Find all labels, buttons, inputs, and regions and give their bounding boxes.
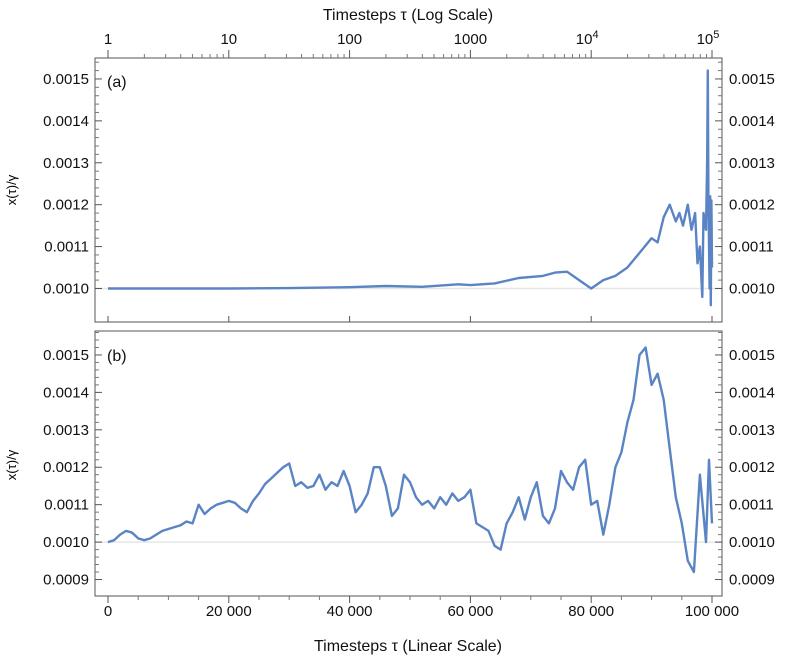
x-tick-label: 105 <box>697 29 720 48</box>
y-tick-label: 0.0012 <box>43 197 89 214</box>
y-tick-label-right: 0.0012 <box>729 197 775 214</box>
panel-a-ylabel: x(τ)/γ <box>4 174 19 205</box>
x-tick-label: 40 000 <box>327 603 373 620</box>
panel-b-ylabel: x(τ)/γ <box>4 449 19 480</box>
x-tick-label: 104 <box>576 29 599 48</box>
plot-frame-b <box>94 330 723 597</box>
y-tick-label-right: 0.0013 <box>729 422 775 439</box>
top-axis-title: Timesteps τ (Log Scale) <box>323 7 493 24</box>
y-tick-label: 0.0013 <box>43 155 89 172</box>
x-tick-label: 100 <box>337 31 362 48</box>
y-tick-label: 0.0011 <box>44 497 89 514</box>
x-tick-label: 1 <box>104 31 112 48</box>
y-tick-label: 0.0010 <box>43 534 89 551</box>
y-tick-label: 0.0011 <box>44 239 89 256</box>
y-tick-label: 0.0009 <box>43 572 89 589</box>
y-tick-label: 0.0015 <box>43 71 89 88</box>
y-tick-label-right: 0.0010 <box>729 280 775 297</box>
y-tick-label-right: 0.0011 <box>729 239 774 256</box>
y-tick-label-right: 0.0010 <box>729 534 775 551</box>
y-tick-label-right: 0.0015 <box>729 347 775 364</box>
panel-a-label: (a) <box>107 74 127 91</box>
y-tick-label: 0.0014 <box>43 384 89 401</box>
x-tick-label: 80 000 <box>568 603 614 620</box>
y-tick-label: 0.0012 <box>43 459 89 476</box>
x-tick-label: 20 000 <box>206 603 252 620</box>
x-tick-label: 100 000 <box>685 603 739 620</box>
y-tick-label-right: 0.0014 <box>729 113 775 130</box>
y-tick-label-right: 0.0015 <box>729 71 775 88</box>
series-line-b <box>107 346 714 574</box>
y-tick-label-right: 0.0012 <box>729 459 775 476</box>
plot-frame-a <box>94 57 723 323</box>
x-tick-label: 10 <box>220 31 237 48</box>
bottom-axis-title: Timesteps τ (Linear Scale) <box>314 638 502 655</box>
y-tick-label-right: 0.0011 <box>729 497 774 514</box>
x-tick-label: 60 000 <box>447 603 493 620</box>
x-tick-label: 1000 <box>454 31 487 48</box>
x-tick-label: 0 <box>104 603 112 620</box>
y-tick-label: 0.0014 <box>43 113 89 130</box>
y-tick-label: 0.0010 <box>43 280 89 297</box>
y-tick-label-right: 0.0009 <box>729 572 775 589</box>
y-tick-label-right: 0.0014 <box>729 384 775 401</box>
y-tick-label-right: 0.0013 <box>729 155 775 172</box>
y-tick-label: 0.0013 <box>43 422 89 439</box>
series-line-a <box>108 69 714 307</box>
panel-b-label: (b) <box>107 348 127 365</box>
y-tick-label: 0.0015 <box>43 347 89 364</box>
